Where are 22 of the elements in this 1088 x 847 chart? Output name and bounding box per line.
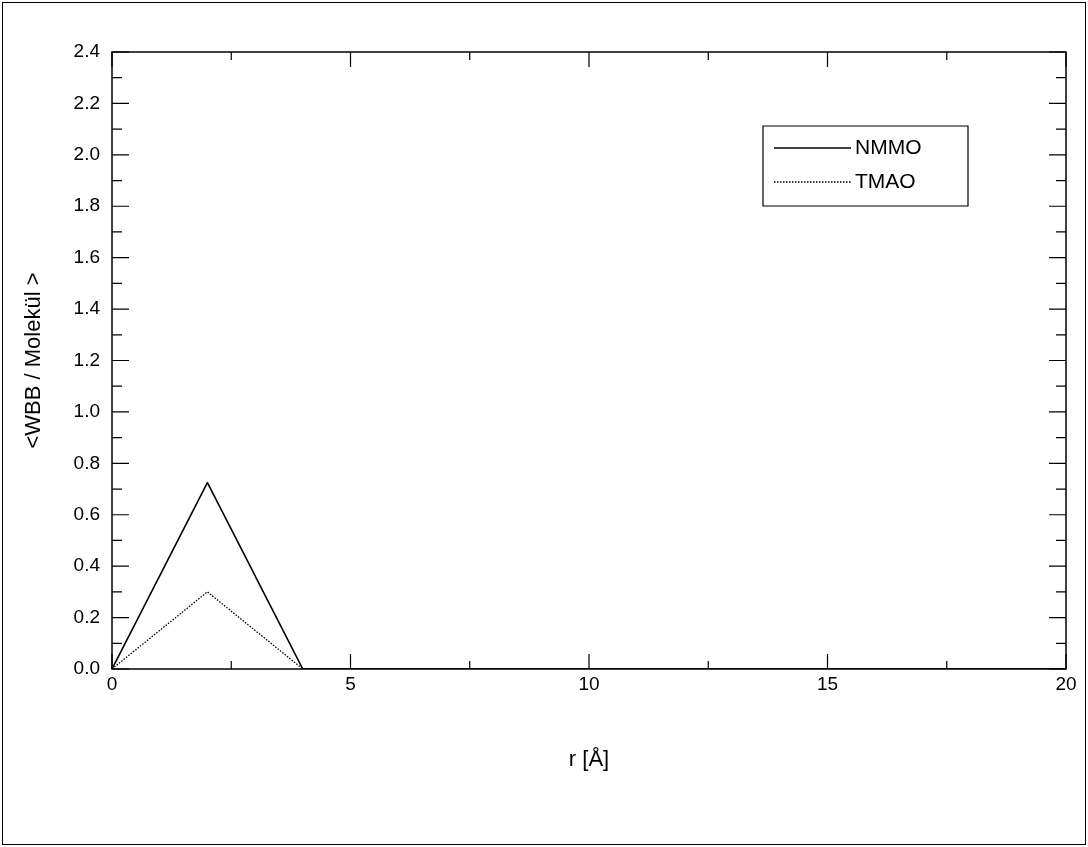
- y-tick-label: 0.8: [73, 451, 100, 473]
- y-tick-label: 0.6: [73, 502, 100, 524]
- y-tick-label: 1.4: [73, 297, 101, 319]
- legend-label: TMAO: [855, 168, 916, 192]
- y-tick-label: 0.4: [73, 554, 101, 576]
- y-tick-label: 2.2: [73, 91, 100, 113]
- x-tick-label: 10: [578, 672, 600, 694]
- x-tick-label: 5: [345, 672, 356, 694]
- x-tick-label: 0: [106, 672, 118, 694]
- x-tick-label: 20: [1055, 672, 1077, 694]
- y-tick-label: 0.2: [73, 605, 100, 627]
- y-tick-label: 2.0: [73, 143, 100, 165]
- y-tick-label: 1.8: [73, 194, 100, 216]
- y-tick-label: 1.2: [73, 348, 100, 370]
- text: 0.0: [73, 657, 100, 679]
- y-axis-title: <WBB / Molekül >: [20, 272, 46, 449]
- x-tick-label: 15: [816, 672, 839, 694]
- y-tick-label: 2.4: [73, 40, 101, 62]
- legend-label: NMMO: [855, 134, 922, 158]
- x-axis-title: r [Å]: [568, 746, 610, 772]
- y-tick-label: 1.0: [73, 400, 100, 422]
- y-tick-label: 1.6: [73, 245, 100, 267]
